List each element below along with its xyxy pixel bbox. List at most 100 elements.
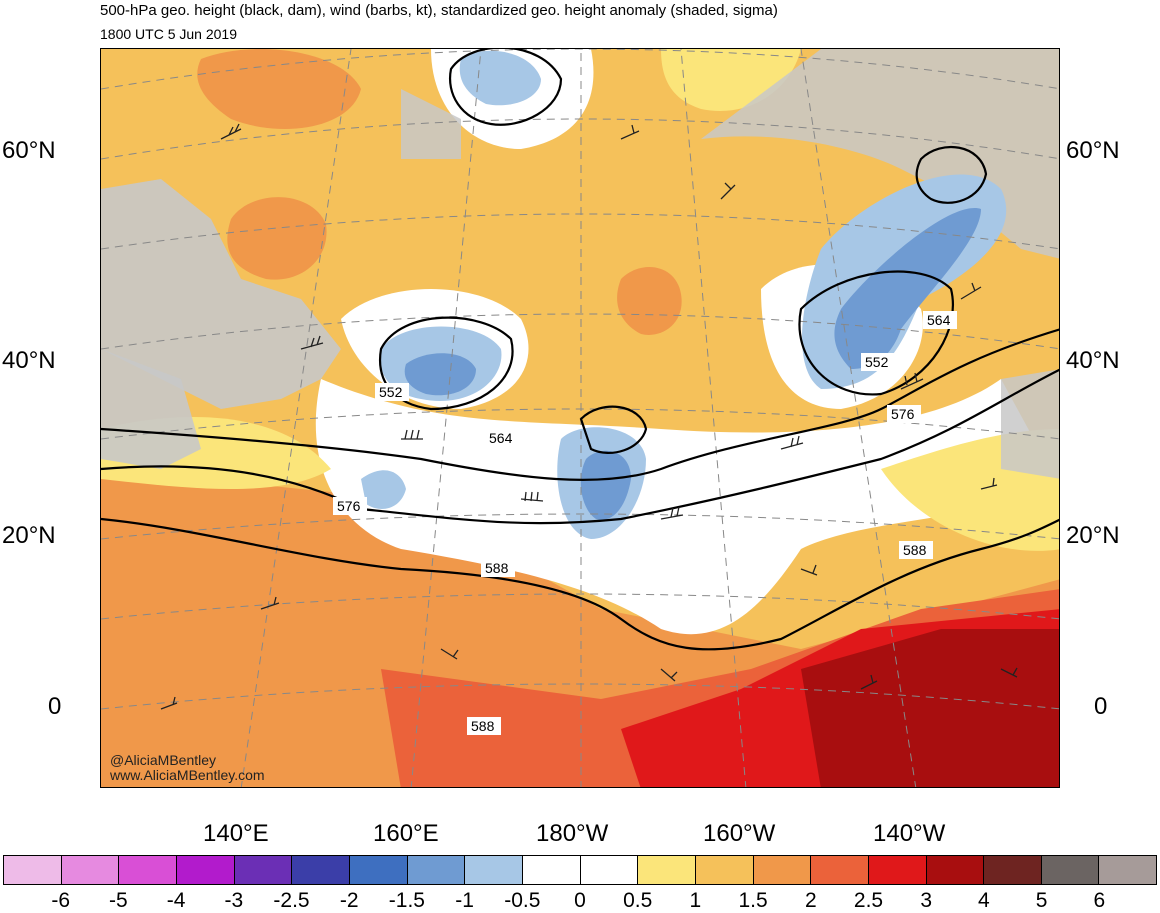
- contour-label-588-south-bg: [467, 717, 501, 735]
- wind-barb: [260, 596, 280, 610]
- anomaly-colorbar: [3, 855, 1157, 885]
- colorbar-tick-label: -1.5: [388, 889, 425, 912]
- colorbar-tick-label: -4: [166, 889, 186, 912]
- wind-barb: [960, 282, 982, 300]
- contour-label-576-bg: [333, 497, 367, 515]
- colorbar-cell: [695, 856, 754, 884]
- contour-label-552-east-bg: [861, 353, 895, 371]
- contour-north-low: [448, 49, 563, 126]
- anomaly-region-blue-east-core: [834, 208, 981, 369]
- colorbar-cell: [1041, 856, 1100, 884]
- contour-label-588: 588: [485, 560, 509, 576]
- anomaly-region-blue-central-core: [580, 450, 631, 520]
- contour-label-564-east-bg: [923, 311, 957, 329]
- wind-barb: [160, 696, 178, 710]
- graticule-lon-160w: [680, 49, 747, 787]
- lon-label-140e: 140°E: [203, 820, 269, 847]
- colorbar-cell: [753, 856, 812, 884]
- credit-handle: @AliciaMBentley: [110, 752, 217, 768]
- colorbar-cell: [465, 856, 523, 884]
- map-panel: 552 564 576 588 564 552 576 588 588: [100, 48, 1060, 788]
- wind-barbs: [160, 123, 1018, 710]
- colorbar-cell: [984, 856, 1042, 884]
- colorbar-cell: [292, 856, 350, 884]
- graticule-lat-70: [101, 49, 1059, 90]
- colorbar-tick-label: 2: [804, 889, 817, 912]
- contour-central-low: [579, 405, 648, 454]
- valid-time: 1800 UTC 5 Jun 2019: [100, 26, 237, 42]
- contour-label-588-east-bg: [899, 541, 933, 559]
- colorbar-tick-label: -6: [51, 889, 71, 912]
- contour-564: [101, 328, 1059, 481]
- colorbar-tick-label: -1: [455, 889, 474, 912]
- contour-label-552-west-bg: [375, 383, 409, 401]
- lat-label-left-0: 0: [48, 693, 62, 720]
- lat-label-right-0: 0: [1094, 693, 1108, 720]
- lat-label-left-60n: 60°N: [2, 137, 56, 164]
- colorbar-tick-label: 5: [1035, 889, 1048, 912]
- wind-barb: [660, 506, 684, 520]
- colorbar-tick-label: 0.5: [623, 889, 653, 912]
- contour-label-588-south: 588: [471, 718, 495, 734]
- colorbar-cell: [234, 856, 293, 884]
- wind-barb: [780, 435, 804, 450]
- wind-barb: [980, 477, 998, 490]
- colorbar-tick-label: -0.5: [504, 889, 541, 912]
- colorbar-cell: [811, 856, 869, 884]
- contour-576: [101, 368, 1059, 525]
- lat-label-left-40n: 40°N: [2, 347, 56, 374]
- lat-label-left-20n: 20°N: [2, 522, 56, 549]
- wind-barb: [440, 648, 459, 660]
- colorbar-cell: [926, 856, 985, 884]
- wind-barb: [900, 372, 924, 390]
- lat-label-right-20n: 20°N: [1066, 522, 1120, 549]
- contour-label-552-west: 552: [379, 384, 403, 400]
- wind-barb: [860, 674, 878, 690]
- colorbar-tick-label: 4: [978, 889, 990, 912]
- wind-barb: [1000, 667, 1018, 678]
- wind-barb: [620, 124, 640, 140]
- wind-barb: [401, 429, 423, 440]
- colorbar-cell: [119, 856, 177, 884]
- wind-barb: [720, 182, 736, 200]
- contour-label-576: 576: [337, 498, 361, 514]
- contour-label-588-east: 588: [903, 542, 927, 558]
- contour-label-552-east: 552: [865, 354, 889, 370]
- graticule-lat-20: [101, 513, 1059, 540]
- colorbar-cell: [349, 856, 408, 884]
- colorbar-tick-label: -2.5: [273, 889, 310, 912]
- wind-barb: [800, 564, 818, 576]
- colorbar-tick-label: -2: [339, 889, 359, 912]
- contour-label-564-east: 564: [927, 312, 951, 328]
- graticule-lat-10: [101, 593, 1059, 620]
- contour-label-576-east-bg: [887, 405, 921, 423]
- lat-label-right-40n: 40°N: [1066, 347, 1120, 374]
- anomaly-region-orange-cell-1: [227, 197, 327, 280]
- land-mask-china: [101, 349, 201, 469]
- colorbar-tick-label: 0: [574, 889, 586, 912]
- colorbar-cell: [1099, 856, 1157, 884]
- anomaly-map: 552 564 576 588 564 552 576 588 588: [101, 49, 1059, 787]
- credit-site: www.AliciaMBentley.com: [110, 767, 265, 783]
- lon-label-180w: 180°W: [536, 820, 609, 847]
- contour-east-low: [915, 145, 988, 204]
- graticule-lon-160e: [410, 49, 482, 787]
- contour-label-564: 564: [489, 430, 513, 446]
- graticule-lon-140e: [240, 49, 352, 787]
- anomaly-region-orange-cell-3: [197, 49, 361, 129]
- wind-barb: [660, 668, 678, 682]
- contour-label-576-east: 576: [891, 406, 915, 422]
- wind-barb: [220, 123, 242, 140]
- contour-label-588-bg: [481, 559, 515, 577]
- land-mask-siberia: [401, 89, 461, 159]
- contour-labels: 552 564 576 588 564 552 576 588 588: [333, 311, 957, 735]
- lat-label-right-60n: 60°N: [1066, 137, 1120, 164]
- colorbar-tick-label: 1.5: [738, 889, 768, 912]
- colorbar-cell: [638, 856, 696, 884]
- anomaly-region-orange-cell-2: [617, 267, 682, 335]
- colorbar-tick-label: 1: [689, 889, 702, 912]
- colorbar-tick-label: -5: [109, 889, 128, 912]
- colorbar-tick-label: 6: [1093, 889, 1106, 912]
- colorbar-cell: [61, 856, 120, 884]
- colorbar-tick-label: -3: [224, 889, 244, 912]
